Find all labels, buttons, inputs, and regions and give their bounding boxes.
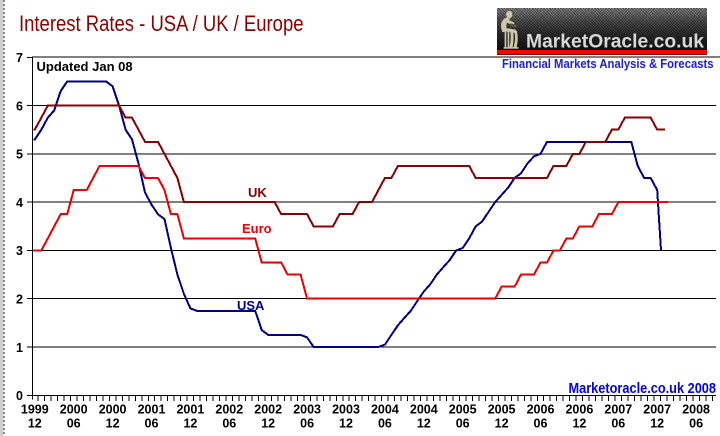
svg-text:2005: 2005 <box>449 403 477 417</box>
svg-text:UK: UK <box>248 185 267 200</box>
svg-text:2004: 2004 <box>371 403 399 417</box>
svg-text:MarketOracle.co.uk: MarketOracle.co.uk <box>526 31 704 51</box>
svg-text:5: 5 <box>16 148 23 162</box>
svg-text:12: 12 <box>495 417 509 431</box>
svg-text:06: 06 <box>611 417 625 431</box>
svg-text:1: 1 <box>16 341 23 355</box>
svg-text:7: 7 <box>16 51 23 65</box>
svg-text:2005: 2005 <box>488 403 516 417</box>
svg-text:2000: 2000 <box>60 403 88 417</box>
svg-text:1999: 1999 <box>21 403 49 417</box>
svg-text:4: 4 <box>16 196 23 210</box>
svg-text:2006: 2006 <box>527 403 555 417</box>
svg-text:06: 06 <box>300 417 314 431</box>
svg-text:06: 06 <box>534 417 548 431</box>
svg-text:2001: 2001 <box>138 403 166 417</box>
svg-text:Updated Jan 08: Updated Jan 08 <box>37 59 133 74</box>
svg-text:12: 12 <box>417 417 431 431</box>
svg-text:2008: 2008 <box>682 403 710 417</box>
svg-text:2002: 2002 <box>254 403 282 417</box>
svg-text:12: 12 <box>572 417 586 431</box>
svg-text:2003: 2003 <box>293 403 321 417</box>
svg-text:2007: 2007 <box>643 403 671 417</box>
svg-text:3: 3 <box>16 244 23 258</box>
svg-text:12: 12 <box>261 417 275 431</box>
svg-text:06: 06 <box>222 417 236 431</box>
svg-text:06: 06 <box>145 417 159 431</box>
svg-text:2002: 2002 <box>215 403 243 417</box>
svg-text:12: 12 <box>339 417 353 431</box>
svg-text:06: 06 <box>378 417 392 431</box>
svg-text:06: 06 <box>689 417 703 431</box>
svg-text:2: 2 <box>16 293 23 307</box>
svg-text:06: 06 <box>456 417 470 431</box>
svg-text:6: 6 <box>16 99 23 113</box>
svg-text:0: 0 <box>16 389 23 403</box>
svg-text:Euro: Euro <box>242 221 272 236</box>
svg-text:2007: 2007 <box>604 403 632 417</box>
svg-text:12: 12 <box>183 417 197 431</box>
svg-text:12: 12 <box>28 417 42 431</box>
svg-text:2004: 2004 <box>410 403 438 417</box>
svg-text:USA: USA <box>237 298 265 313</box>
svg-text:2006: 2006 <box>565 403 593 417</box>
svg-text:12: 12 <box>106 417 120 431</box>
svg-text:Marketoracle.co.uk 2008: Marketoracle.co.uk 2008 <box>569 380 717 397</box>
svg-text:06: 06 <box>67 417 81 431</box>
svg-text:2000: 2000 <box>99 403 127 417</box>
svg-text:2003: 2003 <box>332 403 360 417</box>
svg-text:12: 12 <box>650 417 664 431</box>
svg-text:2001: 2001 <box>176 403 204 417</box>
